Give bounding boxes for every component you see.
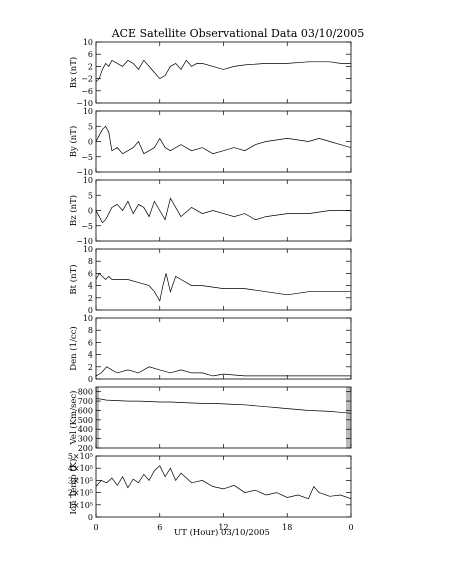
y-axis-label: Den (1/cc) xyxy=(68,326,79,370)
y-tick-label: −6 xyxy=(81,87,93,96)
vel-gap-right xyxy=(346,387,351,448)
y-tick-label: 2 xyxy=(88,294,93,303)
y-tick-label: −10 xyxy=(76,99,93,108)
y-tick-label: 10 xyxy=(83,176,93,185)
series-by xyxy=(95,125,352,155)
y-tick-label: −5 xyxy=(81,222,93,231)
y-tick-label: 10 xyxy=(83,245,93,254)
series-vel xyxy=(95,397,352,414)
y-tick-label: −2 xyxy=(81,75,93,84)
y-axis-label: Ion Temp (K) xyxy=(68,459,79,515)
y-axis-label: Bt (nT) xyxy=(68,264,79,294)
panel-bx-frame xyxy=(95,41,352,104)
y-tick-label: 0 xyxy=(88,306,93,315)
x-tick-label: 0 xyxy=(348,523,353,532)
y-tick-label: 0 xyxy=(88,138,93,147)
y-tick-label: 5 xyxy=(88,191,93,200)
panel-temp-frame xyxy=(95,455,352,518)
y-tick-label: 700 xyxy=(78,397,93,406)
y-tick-label: 600 xyxy=(78,406,93,415)
y-tick-label: 800 xyxy=(78,388,93,397)
series-den xyxy=(95,366,351,377)
y-tick-label: 2×10⁵ xyxy=(68,489,93,498)
y-tick-label: 400 xyxy=(78,425,93,434)
y-tick-label: 0 xyxy=(88,513,93,522)
y-axis-label: Bx (nT) xyxy=(68,57,79,89)
vel-gap-left xyxy=(96,387,99,448)
series-bt xyxy=(95,272,351,302)
y-tick-label: 10 xyxy=(83,38,93,47)
panel-bx: −10 −6 −2 2 6 10 Bx (nT) xyxy=(68,38,352,108)
x-axis: 0 6 12 18 0 xyxy=(93,523,353,532)
y-tick-label: 3×10⁵ xyxy=(68,476,93,485)
y-tick-label: 10 xyxy=(83,107,93,116)
panel-by-frame xyxy=(95,110,352,173)
y-tick-label: 6 xyxy=(88,269,93,278)
series-bx xyxy=(95,59,351,82)
y-tick-label: 5 xyxy=(88,122,93,131)
y-axis-label: Vel (Km/sec) xyxy=(68,391,79,446)
y-tick-label: 0 xyxy=(88,375,93,384)
x-tick-label: 0 xyxy=(93,523,98,532)
y-tick-label: −5 xyxy=(81,153,93,162)
y-tick-label: 300 xyxy=(78,435,93,444)
y-tick-label: 1×10⁵ xyxy=(68,501,93,510)
panel-bt: 0 2 4 6 8 10 Bt (nT) xyxy=(68,245,352,315)
y-tick-label: 6 xyxy=(88,338,93,347)
y-axis-label: Bz (nT) xyxy=(68,195,79,226)
y-tick-label: 2 xyxy=(88,363,93,372)
x-tick-label: 6 xyxy=(157,523,162,532)
y-tick-label: 8 xyxy=(88,257,93,266)
panel-bz-frame xyxy=(95,179,352,242)
y-tick-label: 2 xyxy=(88,62,93,71)
x-axis-label: UT (Hour) 03/10/2005 xyxy=(174,527,270,538)
series-temp xyxy=(95,465,352,500)
y-tick-label: 6 xyxy=(88,50,93,59)
y-tick-label: 5×10⁵ xyxy=(68,452,93,461)
x-tick-label: 12 xyxy=(218,523,228,532)
y-tick-label: 200 xyxy=(78,444,93,453)
y-tick-label: −10 xyxy=(76,168,93,177)
chart-title: ACE Satellite Observational Data 03/10/2… xyxy=(111,27,365,40)
series-bz xyxy=(95,197,351,224)
panel-by: −10 −5 0 5 10 By (nT) xyxy=(68,107,352,177)
y-tick-label: 4×10⁵ xyxy=(68,464,93,473)
y-tick-label: 0 xyxy=(88,207,93,216)
y-tick-label: −10 xyxy=(76,237,93,246)
y-tick-label: 10 xyxy=(83,314,93,323)
y-tick-label: 8 xyxy=(88,326,93,335)
y-axis-label: By (nT) xyxy=(68,126,79,158)
x-tick-label: 18 xyxy=(282,523,292,532)
y-tick-label: 4 xyxy=(88,282,93,291)
panel-den-frame xyxy=(95,317,352,380)
y-tick-label: 4 xyxy=(88,351,93,360)
panel-vel-frame xyxy=(95,386,352,449)
y-tick-label: 500 xyxy=(78,416,93,425)
panel-bt-frame xyxy=(95,248,352,311)
panel-bz: −10 −5 0 5 10 Bz (nT) xyxy=(68,176,352,246)
panels: −10 −6 −2 2 6 10 Bx (nT) −10 −5 0 5 10 By (nT) −10 −5 0… xyxy=(68,38,352,522)
panel-den: 0 2 4 6 8 10 Den (1/cc) xyxy=(68,314,352,384)
